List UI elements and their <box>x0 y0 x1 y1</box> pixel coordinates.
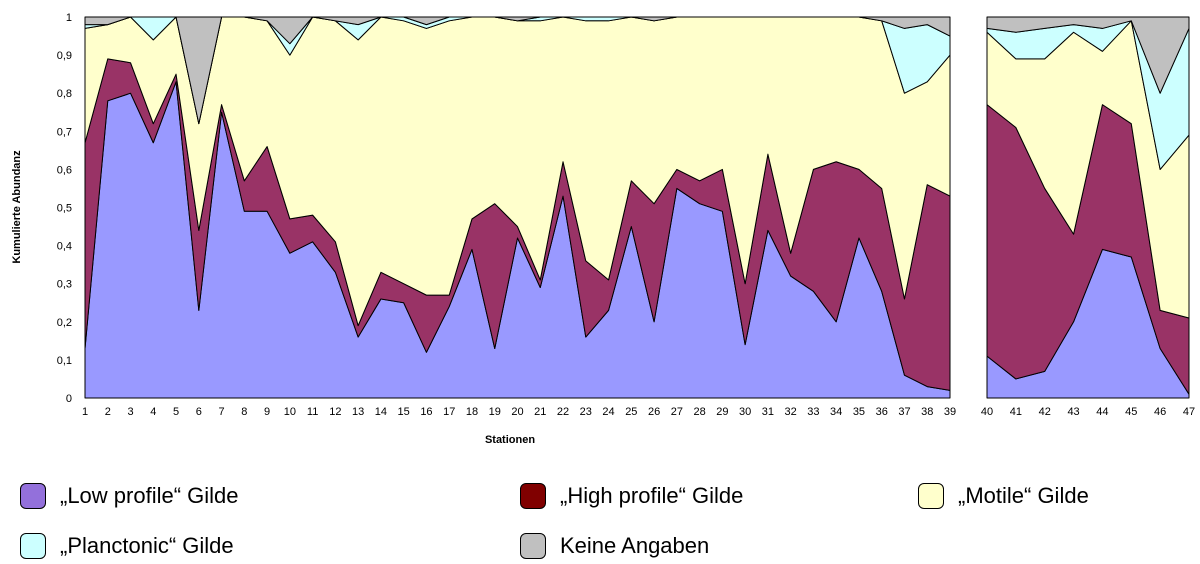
x-axis-title: Stationen <box>485 434 535 446</box>
legend-swatch-motile <box>918 483 944 509</box>
area-keine-angaben-panel-1 <box>84 16 951 125</box>
legend-label-planctonic: „Planctonic“ Gilde <box>60 533 234 558</box>
legend-label-low-profile: „Low profile“ Gilde <box>60 483 239 508</box>
x-tick-label-13: 13 <box>352 406 364 418</box>
legend-item-planctonic: „Planctonic“ Gilde <box>20 530 234 562</box>
x-tick-label-17: 17 <box>443 406 455 418</box>
y-tick-label-10: 1 <box>66 12 72 24</box>
x-tick-label-30: 30 <box>739 406 751 418</box>
x-tick-label-36: 36 <box>876 406 888 418</box>
x-tick-label-24: 24 <box>602 406 614 418</box>
x-tick-label-35: 35 <box>853 406 865 418</box>
x-tick-label-9: 9 <box>264 406 270 418</box>
y-tick-label-2: 0,2 <box>57 317 72 329</box>
x-tick-label-43: 43 <box>1067 406 1079 418</box>
y-tick-label-6: 0,6 <box>57 164 72 176</box>
legend-item-motile: „Motile“ Gilde <box>918 480 1089 512</box>
x-tick-label-4: 4 <box>150 406 156 418</box>
x-tick-label-42: 42 <box>1039 406 1051 418</box>
x-tick-label-11: 11 <box>307 406 318 418</box>
x-tick-label-40: 40 <box>981 406 993 418</box>
x-tick-label-32: 32 <box>785 406 797 418</box>
x-tick-label-38: 38 <box>921 406 933 418</box>
x-tick-label-47: 47 <box>1183 406 1195 418</box>
x-tick-label-23: 23 <box>580 406 592 418</box>
x-tick-label-28: 28 <box>693 406 705 418</box>
x-tick-label-25: 25 <box>625 406 637 418</box>
y-tick-label-9: 0,9 <box>57 50 72 62</box>
x-tick-label-22: 22 <box>557 406 569 418</box>
area-keine-angaben-panel-2 <box>986 16 1190 94</box>
legend: „Low profile“ Gilde „High profile“ Gilde… <box>0 478 1200 564</box>
x-tick-label-14: 14 <box>375 406 387 418</box>
y-tick-label-0: 0 <box>66 393 72 405</box>
x-tick-label-21: 21 <box>534 406 546 418</box>
legend-swatch-planctonic <box>20 533 46 559</box>
x-tick-label-31: 31 <box>762 406 774 418</box>
x-tick-label-6: 6 <box>196 406 202 418</box>
x-tick-label-39: 39 <box>944 406 956 418</box>
x-tick-label-15: 15 <box>398 406 410 418</box>
legend-item-low-profile: „Low profile“ Gilde <box>20 480 239 512</box>
x-tick-label-29: 29 <box>716 406 728 418</box>
x-tick-label-33: 33 <box>807 406 819 418</box>
y-tick-label-7: 0,7 <box>57 126 72 138</box>
x-tick-label-45: 45 <box>1125 406 1137 418</box>
x-tick-label-16: 16 <box>420 406 432 418</box>
x-tick-label-3: 3 <box>127 406 133 418</box>
x-tick-label-27: 27 <box>671 406 683 418</box>
x-tick-label-44: 44 <box>1096 406 1108 418</box>
y-tick-label-5: 0,5 <box>57 203 72 215</box>
y-tick-label-3: 0,3 <box>57 279 72 291</box>
legend-swatch-keine-angaben <box>520 533 546 559</box>
x-tick-label-12: 12 <box>329 406 341 418</box>
x-tick-label-20: 20 <box>511 406 523 418</box>
x-tick-label-10: 10 <box>284 406 296 418</box>
x-tick-label-46: 46 <box>1154 406 1166 418</box>
x-tick-label-26: 26 <box>648 406 660 418</box>
legend-label-keine-angaben: Keine Angaben <box>560 533 710 558</box>
y-tick-label-8: 0,8 <box>57 88 72 100</box>
x-tick-label-19: 19 <box>489 406 501 418</box>
legend-label-high-profile: „High profile“ Gilde <box>560 483 744 508</box>
x-tick-label-5: 5 <box>173 406 179 418</box>
legend-swatch-high-profile <box>520 483 546 509</box>
x-tick-label-7: 7 <box>219 406 225 418</box>
x-tick-label-2: 2 <box>105 406 111 418</box>
y-tick-label-4: 0,4 <box>57 241 72 253</box>
x-tick-label-37: 37 <box>898 406 910 418</box>
x-tick-label-1: 1 <box>82 406 88 418</box>
legend-item-high-profile: „High profile“ Gilde <box>520 480 743 512</box>
legend-label-motile: „Motile“ Gilde <box>958 483 1089 508</box>
x-tick-label-18: 18 <box>466 406 478 418</box>
y-tick-label-1: 0,1 <box>57 355 72 367</box>
legend-swatch-low-profile <box>20 483 46 509</box>
chart-panel-1: 1 2 3 4 5 6 7 8 9 10 11 12 13 14 15 16 17 18 19 20 21 22 23 24 2… <box>82 16 956 418</box>
x-tick-label-41: 41 <box>1010 406 1022 418</box>
legend-item-keine-angaben: Keine Angaben <box>520 530 709 562</box>
x-tick-label-34: 34 <box>830 406 842 418</box>
chart-panel-2: 40 41 42 43 44 45 46 47 <box>981 16 1195 418</box>
x-tick-label-8: 8 <box>241 406 247 418</box>
y-axis-title: Kumulierte Abundanz <box>11 150 23 264</box>
